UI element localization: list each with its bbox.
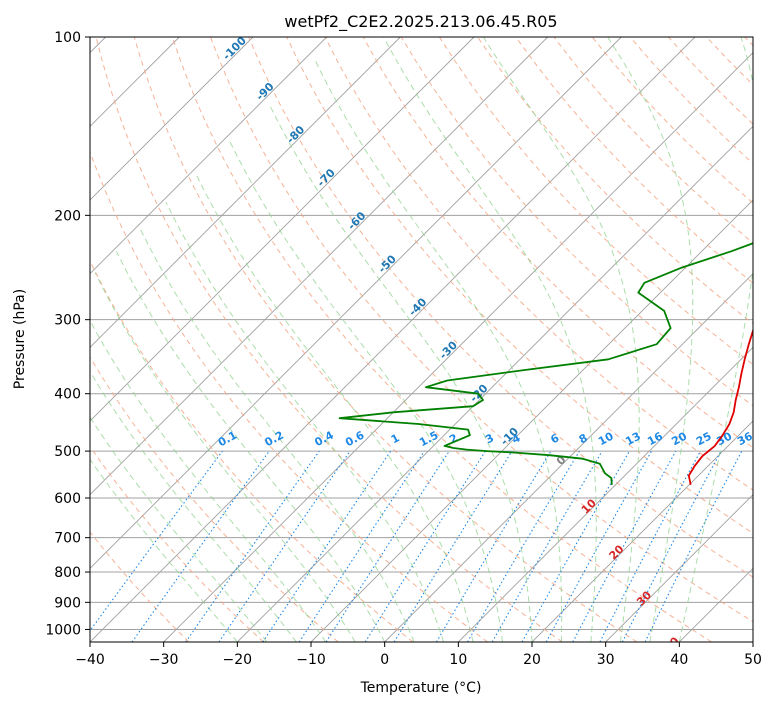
y-tick-label: 800 (54, 565, 81, 581)
dry-adiabat-line (90, 356, 339, 642)
mixing-ratio-label: 10 (596, 429, 616, 448)
y-tick-label: 700 (54, 531, 81, 547)
mixing-ratio-label: 20 (669, 429, 689, 448)
isotherm-line (384, 273, 753, 642)
dry-adiabat-line (133, 37, 638, 642)
isotherm-line (90, 37, 696, 642)
moist-adiabat-line (115, 251, 386, 642)
moist-adiabat-line (482, 37, 640, 642)
y-tick-label: 200 (54, 208, 81, 224)
plot-frame (89, 36, 754, 643)
x-tick-label: 0 (380, 652, 389, 668)
axes: −40 −30 −20 −10 0 10 20 30 40 50 1000 900 800 700 600 5… (45, 30, 762, 668)
mixing-ratio-label: 30 (715, 429, 735, 448)
moist-adiabat-line (268, 104, 533, 642)
moist-adiabat-line (315, 61, 563, 642)
dry-adiabat-line (171, 37, 712, 642)
x-tick-label: 10 (449, 652, 467, 668)
dry-adiabat-line (95, 37, 563, 642)
y-tick-label: 300 (54, 313, 81, 329)
x-tick-label: −20 (223, 652, 253, 668)
dry-adiabat-line (248, 37, 753, 578)
moist-adiabat-line (229, 141, 503, 642)
mixing-ratio-line (262, 450, 392, 642)
isotherm-line (605, 494, 753, 642)
dry-adiabat-line (210, 37, 753, 623)
x-tick-label: 40 (670, 652, 688, 668)
dry-adiabat-line (90, 259, 414, 642)
isotherm-line (90, 37, 622, 569)
mixing-ratio-line (90, 450, 223, 632)
x-tick-label: −30 (149, 652, 179, 668)
mixing-ratio-line (521, 450, 630, 642)
mixing-ratio-line (298, 450, 425, 642)
mixing-ratio-line (545, 450, 653, 642)
dry-adiabat-line (90, 531, 190, 642)
mixing-ratio-label: 13 (623, 430, 643, 449)
isotherm-label: 40 (662, 634, 682, 654)
mixing-ratio-label: 36 (735, 429, 755, 448)
y-axis-title: Pressure (hPa) (12, 289, 28, 389)
x-tick-label: −40 (75, 652, 105, 668)
chart-title: wetPf2_C2E2.2025.213.06.45.R05 (284, 12, 557, 32)
moist-adiabat-line (678, 37, 753, 642)
mixing-ratio-line (644, 450, 743, 642)
mixing-ratio-line (325, 450, 450, 642)
moist-adiabat-line (195, 173, 474, 642)
isotherm-line (90, 37, 475, 422)
moist-adiabat-line (139, 227, 415, 642)
isotherm-line (90, 37, 254, 201)
dry-adiabat-line (90, 445, 264, 642)
moist-adiabat-line (90, 458, 238, 642)
y-tick-label: 500 (54, 444, 81, 460)
moist-adiabat-line (607, 37, 694, 642)
x-tick-label: −10 (296, 652, 326, 668)
dry-adiabat-line (515, 37, 753, 284)
mixing-ratio-line (572, 450, 677, 642)
moist-adiabat-line (383, 37, 597, 642)
y-tick-label: 100 (54, 30, 81, 46)
dry-adiabat-line (286, 37, 753, 534)
isotherm-line (531, 420, 753, 642)
isotherm-line (90, 37, 401, 348)
moist-adiabat-line (90, 416, 268, 642)
isotherm-line (237, 125, 753, 642)
dry-adiabat-line (400, 37, 753, 407)
mixing-ratio-line (393, 450, 513, 642)
isotherm-line (90, 37, 327, 275)
moist-adiabat-line (165, 201, 445, 642)
mixing-ratio-label: 16 (645, 429, 665, 448)
moist-adiabat-line (90, 319, 327, 642)
x-tick-label: 30 (597, 652, 615, 668)
y-tick-label: 900 (54, 595, 81, 611)
dry-adiabat-line (90, 150, 488, 642)
temperature-profile-line (687, 327, 753, 485)
x-tick-label: 20 (523, 652, 541, 668)
mixing-ratio-line (218, 450, 351, 642)
mixing-ratio-line (131, 450, 270, 642)
moist-adiabat-line (94, 272, 356, 642)
isotherm-line (163, 52, 753, 642)
dewpoint-profile-line (338, 242, 753, 485)
moist-adiabat-line (90, 370, 297, 642)
x-axis-title: Temperature (°C) (360, 680, 482, 696)
mixing-ratio-label: 25 (694, 430, 714, 449)
x-tick-label: 50 (744, 652, 762, 668)
isotherm-line (90, 37, 548, 496)
plot-area: 0.1 0.2 0.4 0.6 1 1.5 2 3 4 6 8 10 13 16 20 25 30 36-100-… (90, 37, 755, 654)
mixing-ratio-line (185, 450, 320, 642)
y-tick-label: 1000 (45, 622, 81, 638)
y-tick-label: 400 (54, 387, 81, 403)
y-tick-label: 600 (54, 491, 81, 507)
